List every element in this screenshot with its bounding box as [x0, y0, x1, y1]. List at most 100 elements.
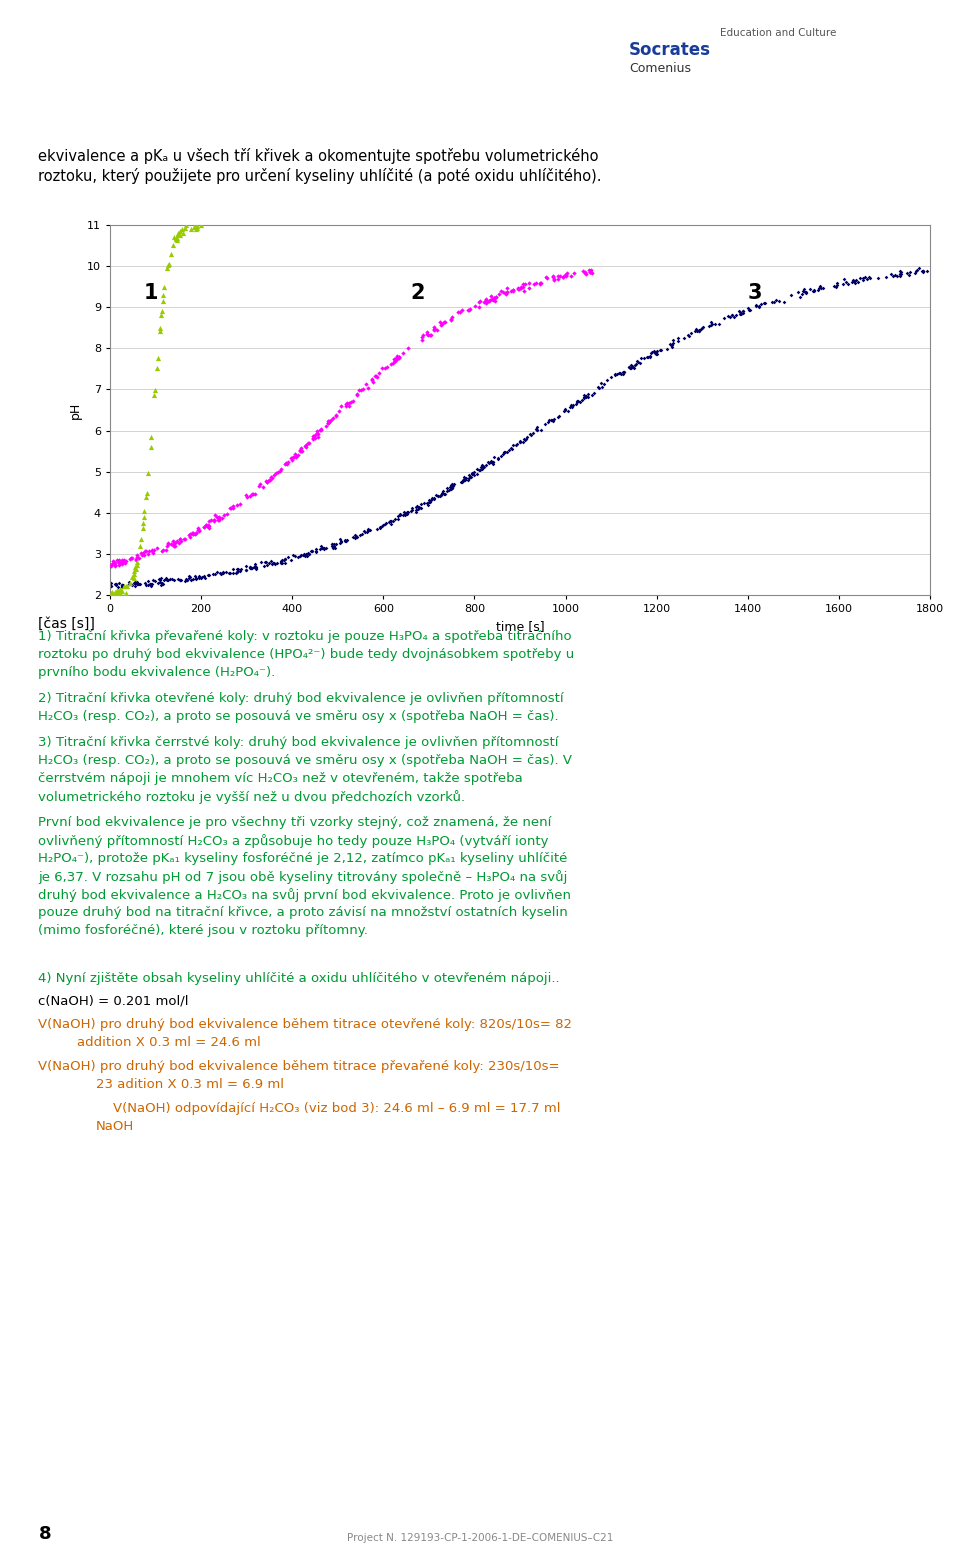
Point	[326, 531, 342, 556]
X-axis label: time [s]: time [s]	[495, 620, 544, 632]
Point	[158, 565, 174, 590]
Point	[648, 340, 663, 365]
Point	[454, 470, 469, 495]
Point	[126, 562, 141, 587]
Point	[358, 520, 373, 545]
Point	[308, 537, 324, 562]
Point	[871, 265, 886, 290]
Point	[388, 506, 403, 531]
Point	[314, 535, 329, 560]
Text: [čas [s]]: [čas [s]]	[38, 617, 95, 631]
Point	[508, 432, 523, 457]
Point	[434, 312, 449, 337]
Point	[280, 545, 296, 570]
Point	[585, 382, 600, 407]
Point	[167, 225, 182, 250]
Point	[129, 570, 144, 595]
Point	[305, 423, 321, 448]
Point	[572, 389, 588, 414]
Point	[546, 267, 562, 292]
Point	[812, 276, 828, 301]
Point	[352, 521, 368, 546]
Point	[118, 581, 133, 606]
Point	[426, 487, 442, 512]
Point	[498, 283, 514, 308]
Point	[143, 571, 158, 596]
Point	[162, 567, 178, 592]
Point	[327, 535, 343, 560]
Point	[123, 546, 138, 571]
Point	[173, 222, 188, 247]
Point	[680, 322, 695, 347]
Point	[147, 378, 162, 403]
Point	[733, 301, 749, 326]
Point	[461, 462, 476, 487]
Point	[742, 297, 757, 322]
Point	[143, 573, 158, 598]
Point	[355, 376, 371, 401]
Point	[383, 509, 398, 534]
Point	[213, 562, 228, 587]
Point	[139, 539, 155, 564]
Point	[462, 298, 477, 323]
Point	[499, 279, 515, 304]
Point	[426, 315, 442, 340]
Point	[497, 439, 513, 464]
Point	[613, 362, 629, 387]
Point	[257, 549, 273, 574]
Text: c(NaOH) = 0.201 mol/l: c(NaOH) = 0.201 mol/l	[38, 994, 189, 1007]
Point	[106, 582, 121, 607]
Point	[513, 429, 528, 454]
Point	[749, 292, 764, 317]
Point	[689, 317, 705, 342]
Point	[391, 345, 406, 370]
Point	[217, 503, 232, 528]
Point	[130, 549, 145, 574]
Point	[245, 481, 260, 506]
Point	[126, 565, 141, 590]
Point	[191, 565, 206, 590]
Point	[243, 554, 258, 579]
Point	[163, 242, 179, 267]
Point	[129, 546, 144, 571]
Point	[624, 356, 639, 381]
Point	[261, 551, 276, 576]
Point	[754, 292, 769, 317]
Point	[159, 534, 175, 559]
Point	[112, 579, 128, 604]
Point	[111, 553, 127, 578]
Point	[191, 564, 206, 588]
Point	[451, 300, 467, 325]
Point	[506, 278, 521, 303]
Point	[153, 315, 168, 340]
Point	[361, 517, 376, 542]
Point	[109, 578, 125, 603]
Point	[307, 425, 323, 450]
Point	[430, 484, 445, 509]
Point	[289, 445, 304, 470]
Point	[383, 512, 398, 537]
Point	[691, 318, 707, 343]
Point	[529, 418, 544, 443]
Point	[769, 287, 784, 312]
Point	[177, 526, 192, 551]
Point	[387, 348, 402, 373]
Point	[315, 535, 330, 560]
Point	[368, 364, 383, 389]
Point	[239, 482, 254, 507]
Point	[704, 312, 719, 337]
Point	[716, 306, 732, 331]
Point	[154, 303, 169, 328]
Point	[444, 471, 460, 496]
Point	[517, 428, 533, 453]
Point	[437, 482, 452, 507]
Point	[360, 376, 375, 401]
Point	[471, 293, 487, 318]
Point	[316, 535, 331, 560]
Point	[114, 574, 130, 599]
Text: 4) Nyní zjištěte obsah kyseliny uhlíčité a oxidu uhlíčitého v otevřeném nápoji..: 4) Nyní zjištěte obsah kyseliny uhlíčité…	[38, 973, 560, 985]
Text: addition X 0.3 ml = 24.6 ml: addition X 0.3 ml = 24.6 ml	[77, 1037, 260, 1049]
Point	[634, 347, 649, 372]
Point	[110, 579, 126, 604]
Text: NaOH: NaOH	[96, 1119, 134, 1133]
